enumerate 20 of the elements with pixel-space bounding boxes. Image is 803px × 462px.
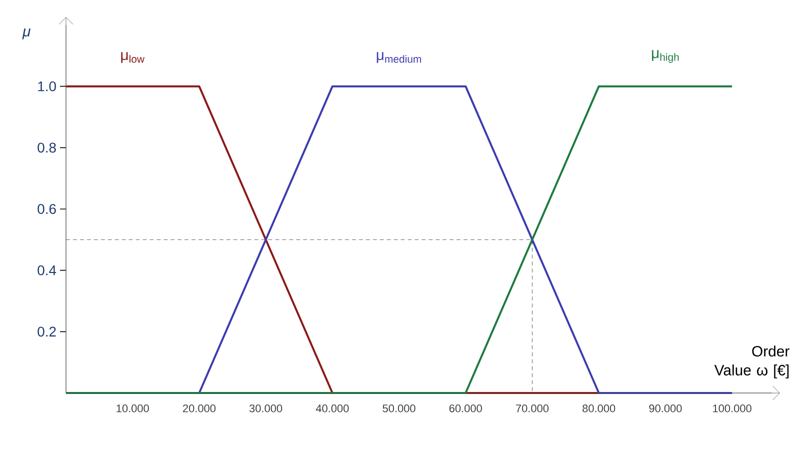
x-tick-label: 50.000	[382, 404, 416, 412]
series-label: μ$_{medium}$	[376, 52, 421, 63]
x-tick-label: 10.000	[116, 404, 149, 412]
x-tick-label: 30.000	[249, 404, 282, 412]
x-tick-label: 40.000	[316, 404, 349, 412]
y-axis-title: μ	[22, 28, 30, 40]
x-tick-label: 60.000	[449, 404, 482, 412]
x-tick-label: 20.000	[182, 404, 216, 412]
x-tick-label: 90.000	[649, 404, 682, 412]
series-label: μ$_{low}$	[121, 52, 145, 63]
x-axis-title: Order Value ω [€]	[714, 346, 790, 378]
x-tick-label: 70.000	[516, 404, 549, 412]
y-tick-label: 0.4	[38, 265, 56, 276]
x-tick-label: 100.000	[713, 404, 752, 412]
x-tick-label: 80.000	[582, 404, 616, 412]
y-tick-label: 0.6	[38, 204, 56, 214]
y-tick-label: 1.0	[38, 81, 56, 92]
y-tick-label: 0.8	[38, 142, 56, 153]
series-label: μ$_{high}$	[652, 50, 679, 63]
y-tick-label: 0.2	[38, 326, 56, 337]
